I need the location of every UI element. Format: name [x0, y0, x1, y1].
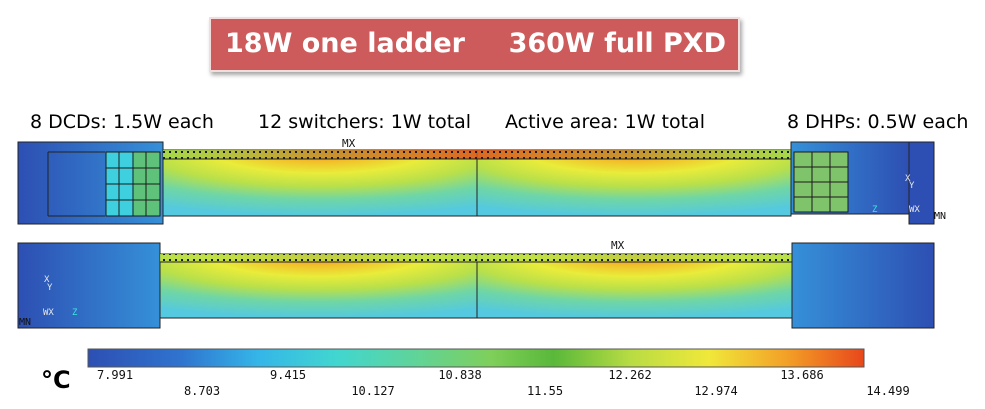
caption-dhp: 8 DHPs: 0.5W each	[787, 111, 969, 133]
svg-text:X: X	[905, 174, 911, 184]
colorbar-label-upper-1: 7.991	[96, 368, 134, 382]
bottom-ladder: MX MN X Y WX Z	[17, 239, 935, 329]
title-banner: 18W one ladder 360W full PXD	[209, 17, 740, 72]
colorbar-label-lower-4: 12.974	[694, 384, 738, 398]
top-min-marker: MN	[934, 211, 946, 222]
svg-text:Z: Z	[72, 308, 78, 318]
dcd-grid	[105, 151, 161, 217]
svg-text:WX: WX	[909, 205, 920, 215]
colorbar-label-upper-2: 9.415	[269, 368, 307, 382]
svg-text:Y: Y	[47, 283, 53, 293]
colorbar-label-lower-2: 10.127	[351, 384, 395, 398]
caption-dcd: 8 DCDs: 1.5W each	[30, 111, 214, 133]
top-axis-triad: X Y Z WX	[872, 174, 920, 215]
temperature-colorbar	[87, 348, 865, 368]
unit-label: °C	[41, 366, 71, 394]
top-max-marker: MX	[342, 137, 356, 150]
colorbar-label-lower-5: 14.499	[866, 384, 910, 398]
colorbar-label-upper-5: 13.686	[780, 368, 824, 382]
title-full-power: 360W full PXD	[508, 28, 726, 59]
colorbar-label-upper-4: 12.262	[608, 368, 652, 382]
svg-text:X: X	[44, 275, 50, 285]
bottom-axis-triad: X Y WX Z	[43, 275, 78, 318]
bottom-max-marker: MX	[611, 239, 625, 252]
title-ladder-power: 18W one ladder	[225, 28, 465, 59]
bottom-left-endblock	[17, 242, 161, 329]
svg-text:WX: WX	[43, 308, 54, 318]
top-ladder: MX MN X Y Z WX	[17, 137, 946, 225]
dhp-grid	[793, 151, 849, 213]
caption-active-area: Active area: 1W total	[505, 111, 705, 133]
colorbar-label-lower-1: 8.703	[183, 384, 221, 398]
colorbar-label-upper-3: 10.838	[438, 368, 482, 382]
colorbar-label-lower-3: 11.55	[526, 384, 564, 398]
svg-text:Y: Y	[909, 181, 915, 191]
svg-text:Z: Z	[872, 205, 878, 215]
caption-switchers: 12 switchers: 1W total	[258, 111, 472, 133]
bottom-right-endblock	[791, 242, 935, 329]
bottom-min-marker: MN	[19, 317, 31, 328]
